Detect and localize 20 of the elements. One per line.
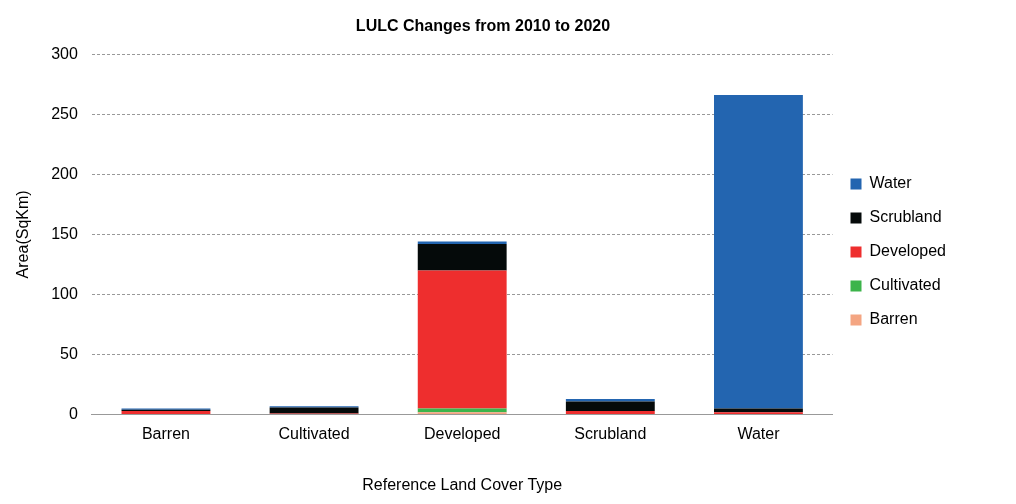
x-tick-label: Cultivated: [278, 424, 350, 442]
legend-label: Scrubland: [869, 208, 942, 226]
x-axis-title: Reference Land Cover Type: [362, 475, 563, 493]
y-axis-title: Area(SqKm): [14, 190, 32, 279]
legend-label: Cultivated: [869, 276, 941, 294]
x-tick-label: Scrubland: [574, 424, 647, 442]
y-tick-label: 50: [60, 344, 78, 362]
y-tick-label: 200: [51, 164, 78, 182]
x-tick-label: Barren: [141, 424, 190, 442]
legend-label: Barren: [869, 310, 918, 328]
legend-label: Developed: [869, 242, 946, 260]
y-tick-label: 250: [51, 104, 78, 122]
y-tick-label: 150: [51, 224, 78, 242]
x-tick-label: Water: [737, 424, 781, 442]
y-tick-label: 0: [68, 405, 78, 423]
y-tick-label: 300: [51, 44, 78, 62]
chart-title: LULC Changes from 2010 to 2020: [355, 17, 611, 35]
x-tick-label: Developed: [423, 424, 501, 442]
legend-label: Water: [869, 174, 913, 192]
y-tick-label: 100: [51, 284, 78, 302]
